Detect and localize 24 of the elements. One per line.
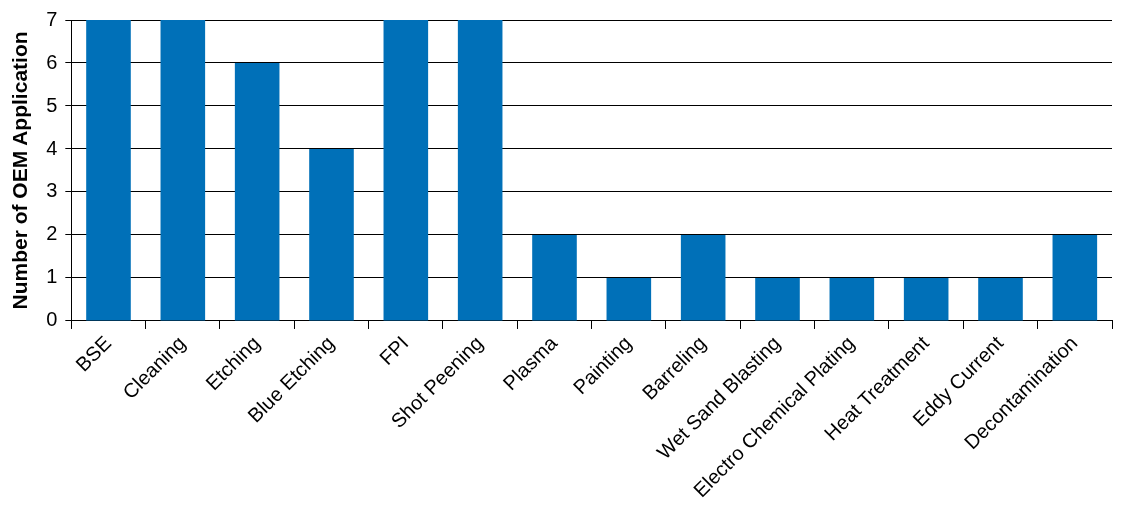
y-tick-label: 5 — [46, 93, 58, 116]
y-tick-label: 0 — [46, 308, 58, 331]
bar — [1052, 234, 1098, 321]
bar — [234, 63, 280, 321]
bar — [309, 148, 354, 321]
bar — [755, 277, 800, 321]
bar — [978, 277, 1023, 321]
bar — [680, 234, 726, 321]
y-axis-title: Number of OEM Application — [8, 31, 32, 310]
bar — [160, 20, 206, 321]
bar — [457, 20, 503, 321]
bar — [903, 277, 949, 321]
bar — [86, 20, 131, 321]
y-tick-label: 4 — [46, 136, 58, 159]
y-tick-label: 3 — [46, 179, 58, 202]
y-tick-label: 7 — [46, 7, 58, 30]
x-tick-label: FPI — [374, 331, 413, 370]
bar — [606, 277, 652, 321]
bar — [829, 277, 875, 321]
bar — [532, 234, 577, 321]
y-tick-label: 1 — [46, 265, 58, 288]
bar — [383, 20, 429, 321]
y-tick-label: 6 — [46, 50, 58, 73]
y-tick-label: 2 — [46, 222, 58, 245]
